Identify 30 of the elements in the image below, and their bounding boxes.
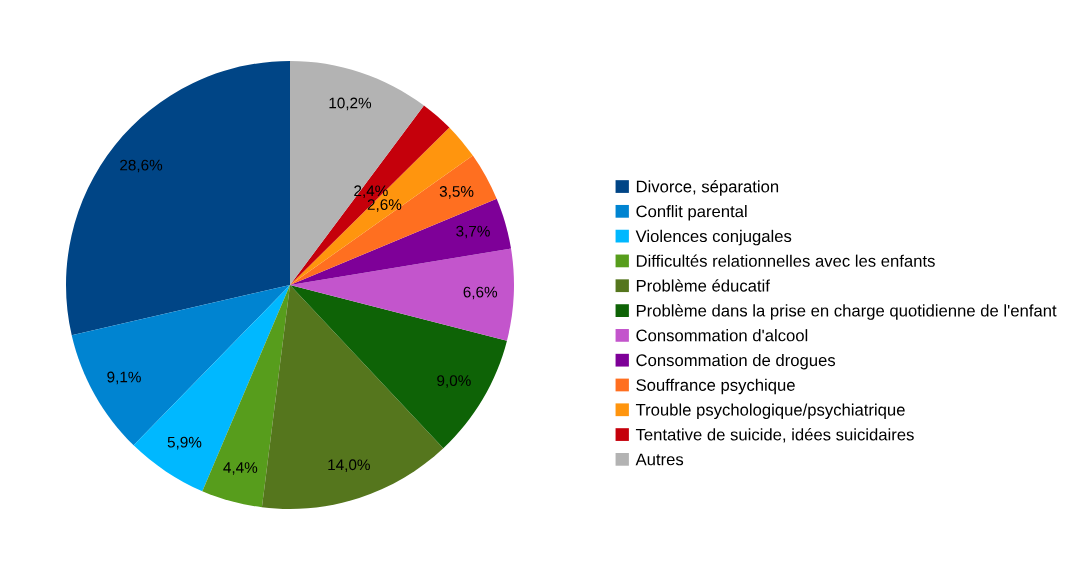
legend-label: Divorce, séparation [636,180,779,196]
data-label: 14,0% [328,459,370,472]
pie-slice [290,198,512,285]
legend-label: Problème dans la prise en charge quotidienne de l'enfant [636,304,1057,320]
legend-label: Autres [635,453,684,466]
legend-label: Problème éducatif [636,279,770,292]
data-label: 6,6% [463,286,498,300]
legend-label: Conflit parental [636,205,747,221]
pie-slice [290,285,507,449]
legend-label: Tentative de suicide, idées suicidaires [635,428,914,443]
data-label: 5,9% [167,436,202,450]
legend-label: Souffrance psychique [636,378,795,395]
data-label: 3,5% [439,186,474,199]
data-label: 9,0% [437,375,471,388]
pie-slice [290,155,497,285]
pie-slice [202,285,290,508]
pie-slice [290,248,514,341]
pie-slice [290,61,424,285]
data-label: 10,2% [329,97,372,111]
data-label: 9,1% [107,371,141,385]
data-label: 4,4% [223,462,258,475]
data-label: 2,6% [367,199,402,212]
legend-label: Trouble psychologique/psychiatrique [635,403,905,420]
legend-label: Consommation d'alcool [636,329,808,342]
data-label: 3,7% [456,225,490,239]
data-label: 28,6% [120,159,163,173]
legend-label: Consommation de drogues [636,353,836,370]
legend-label: Difficultés relationnelles avec les enfants [636,254,935,267]
pie-slice [66,61,290,336]
legend-label: Violences conjugales [635,229,792,246]
